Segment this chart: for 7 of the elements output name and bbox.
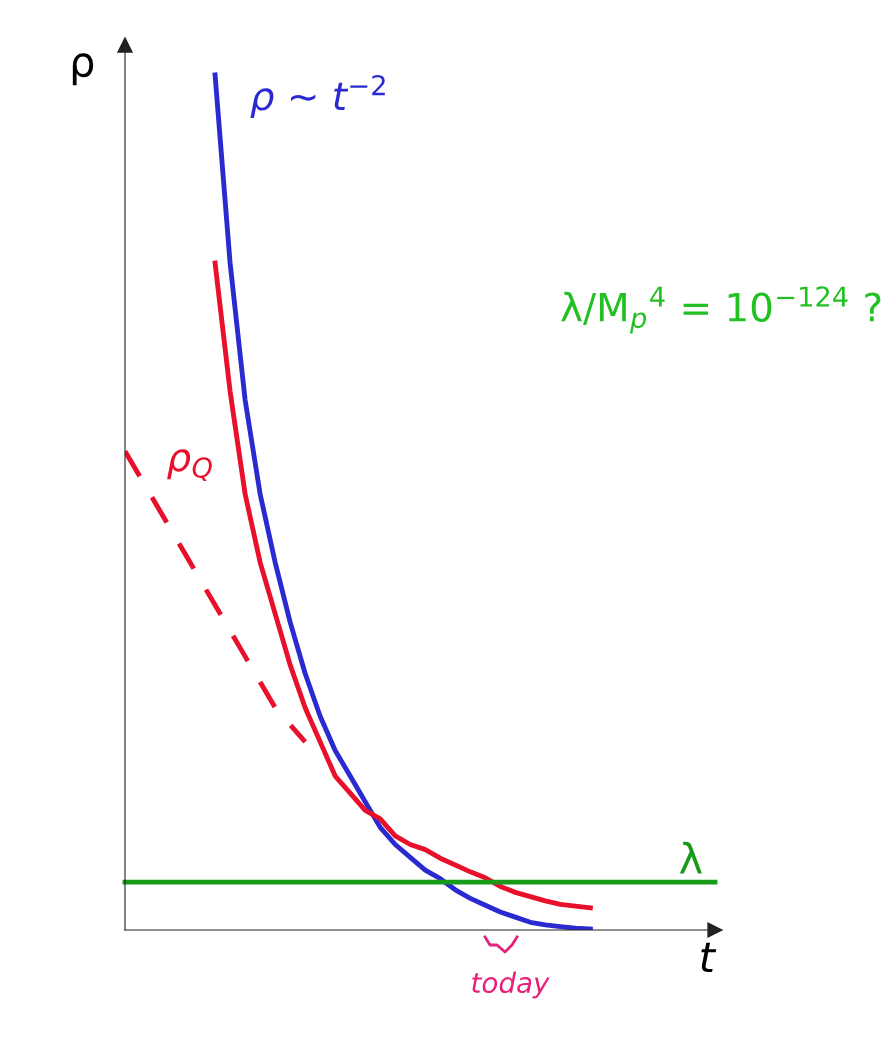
text: today bbox=[472, 971, 550, 999]
annotation: λ/M$_{p}$$^{4}$ = 10$^{−124}$ ? bbox=[561, 286, 881, 334]
series-label: ρ$_{Q}$ bbox=[167, 449, 212, 482]
y-axis-title: ρ bbox=[72, 53, 94, 86]
x-axis-title: t bbox=[701, 942, 717, 973]
series-label: ρ ~ t$^{−2}$ bbox=[250, 74, 385, 119]
ref-line-label: λ bbox=[679, 841, 702, 874]
